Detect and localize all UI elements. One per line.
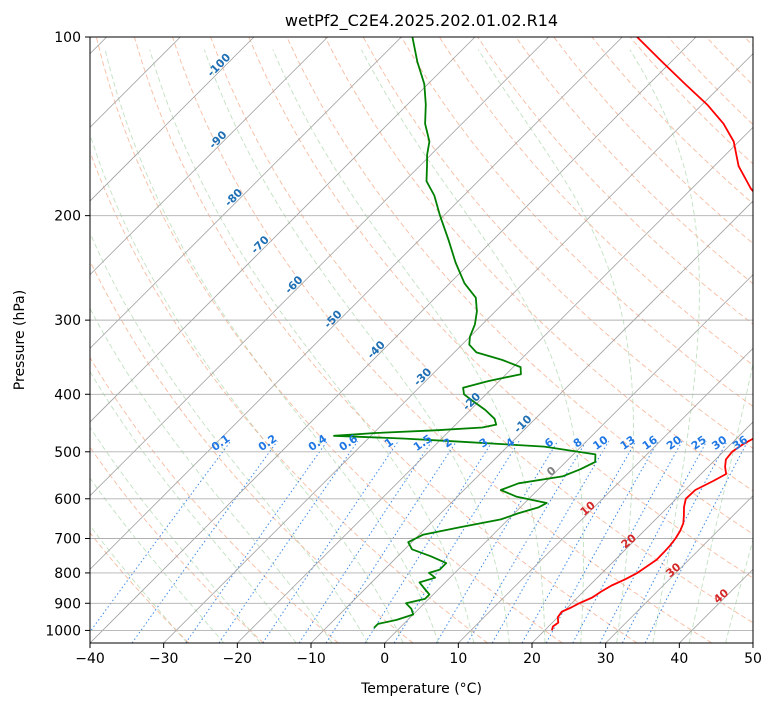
y-tick-label: 900 [54, 596, 81, 612]
y-axis-label: Pressure (hPa) [12, 290, 28, 390]
x-tick-label: 40 [670, 651, 688, 667]
y-tick-label: 1000 [45, 623, 81, 639]
x-tick-label: −30 [149, 651, 179, 667]
y-tick-label: 200 [54, 209, 81, 225]
y-tick-label: 600 [54, 492, 81, 508]
y-tick-label: 800 [54, 566, 81, 582]
x-tick-label: 0 [380, 651, 389, 667]
x-tick-label: 10 [449, 651, 467, 667]
chart-title: wetPf2_C2E4.2025.202.01.02.R14 [285, 11, 558, 31]
x-tick-label: −10 [296, 651, 326, 667]
x-tick-label: 50 [744, 651, 762, 667]
x-tick-label: −20 [223, 651, 253, 667]
x-axis-label: Temperature (°C) [360, 681, 482, 697]
x-tick-label: 30 [597, 651, 615, 667]
y-tick-label: 300 [54, 313, 81, 329]
y-tick-label: 500 [54, 445, 81, 461]
y-tick-label: 400 [54, 387, 81, 403]
x-tick-label: −40 [75, 651, 105, 667]
y-tick-label: 100 [54, 30, 81, 46]
y-tick-label: 700 [54, 532, 81, 548]
x-tick-label: 20 [523, 651, 541, 667]
